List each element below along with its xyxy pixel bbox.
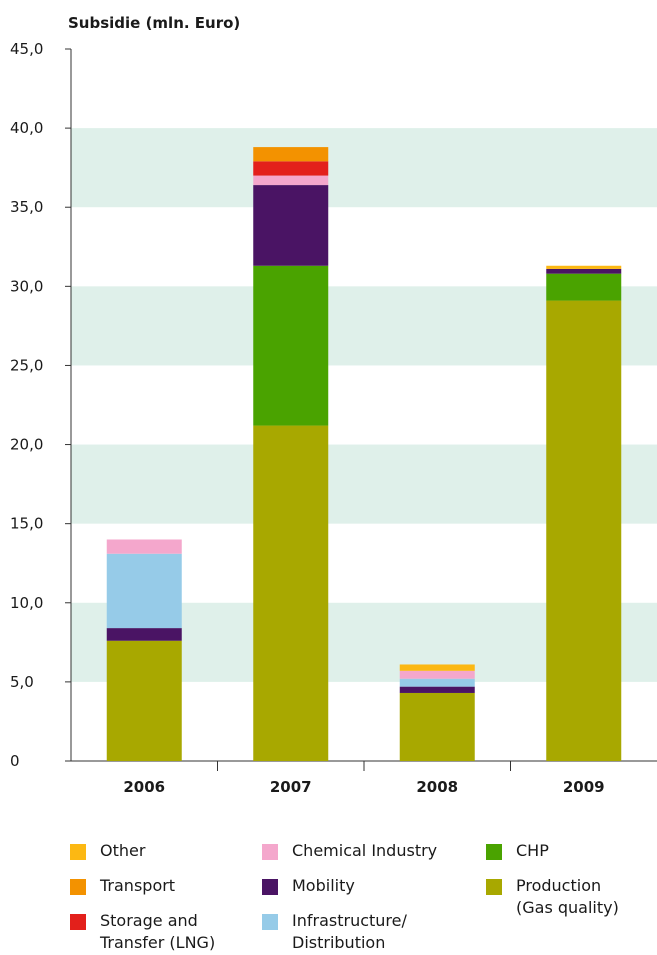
bar-2006-series-0 — [106, 640, 182, 761]
y-tick-label-6: 30,0 — [10, 277, 43, 295]
y-tick-label-2: 10,0 — [10, 594, 43, 612]
legend-label-chp: CHP — [516, 841, 549, 860]
bar-2006-series-3 — [106, 553, 182, 629]
bar-2008-series-0 — [399, 692, 475, 761]
x-tick-label-2008: 2008 — [416, 778, 458, 796]
legend-item-chemical-industry: Chemical Industry — [262, 840, 437, 862]
legend-swatch-chp — [486, 844, 502, 860]
legend-label-infrastructure: Infrastructure/ Distribution — [292, 911, 407, 952]
y-tick-label-5: 25,0 — [10, 356, 43, 374]
legend-item-chp: CHP — [486, 840, 549, 862]
x-tick-label-2009: 2009 — [563, 778, 605, 796]
legend-item-other: Other — [70, 840, 145, 862]
bar-2006-series-2 — [106, 628, 182, 641]
bar-2007-series-4 — [253, 175, 329, 186]
legend-swatch-production — [486, 879, 502, 895]
bar-2009-series-2 — [546, 268, 622, 274]
legend-item-production: Production (Gas quality) — [486, 875, 619, 919]
bar-2008-series-2 — [399, 686, 475, 693]
bar-2008-series-4 — [399, 670, 475, 679]
bar-2009-series-7 — [546, 265, 622, 269]
legend-label-storage-transfer: Storage and Transfer (LNG) — [100, 911, 216, 952]
legend-item-infrastructure: Infrastructure/ Distribution — [262, 910, 407, 954]
legend-label-transport: Transport — [100, 876, 176, 895]
bar-2009-series-0 — [546, 300, 622, 761]
background-band-3 — [71, 128, 657, 208]
y-tick-label-1: 5,0 — [10, 673, 34, 691]
bar-2007-series-0 — [253, 425, 329, 761]
bar-2008-series-3 — [399, 678, 475, 687]
legend-swatch-mobility — [262, 879, 278, 895]
legend-swatch-infrastructure — [262, 914, 278, 930]
legend-swatch-transport — [70, 879, 86, 895]
y-tick-label-9: 45,0 — [10, 40, 43, 58]
legend-label-mobility: Mobility — [292, 876, 355, 895]
y-tick-label-7: 35,0 — [10, 198, 43, 216]
bar-2007-series-2 — [253, 185, 329, 266]
bar-2007-series-1 — [253, 265, 329, 426]
bar-2007-series-6 — [253, 147, 329, 162]
bar-2007-series-5 — [253, 161, 329, 176]
legend-item-mobility: Mobility — [262, 875, 355, 897]
y-axis-title: Subsidie (mln. Euro) — [68, 14, 241, 32]
legend-swatch-storage-transfer — [70, 914, 86, 930]
x-tick-label-2006: 2006 — [123, 778, 165, 796]
y-tick-label-0: 0 — [10, 752, 20, 770]
legend-swatch-chemical-industry — [262, 844, 278, 860]
legend-item-transport: Transport — [70, 875, 175, 897]
legend-label-production: Production (Gas quality) — [516, 876, 619, 917]
stacked-bar-chart: 0 5,0 10,0 15,0 20,0 25,0 30,0 35,0 40,0 45,0 2006… — [10, 40, 657, 796]
bar-2008-series-7 — [399, 664, 475, 671]
x-tick-label-2007: 2007 — [270, 778, 312, 796]
y-tick-label-3: 15,0 — [10, 515, 43, 533]
y-tick-label-8: 40,0 — [10, 119, 43, 137]
y-tick-label-4: 20,0 — [10, 436, 43, 454]
legend-swatch-other — [70, 844, 86, 860]
legend-label-other: Other — [100, 841, 146, 860]
bar-2009-series-1 — [546, 273, 622, 301]
legend-label-chemical-industry: Chemical Industry — [292, 841, 438, 860]
bar-2006-series-4 — [106, 539, 182, 554]
legend-item-storage-transfer: Storage and Transfer (LNG) — [70, 910, 215, 954]
